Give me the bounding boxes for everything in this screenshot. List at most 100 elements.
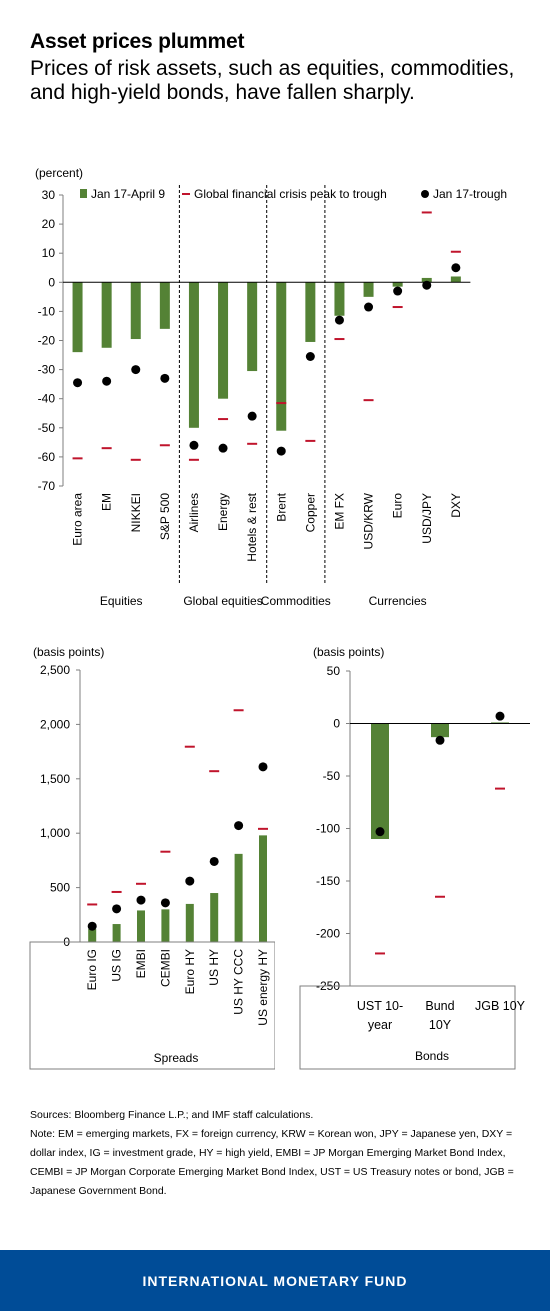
footer-label: INTERNATIONAL MONETARY FUND <box>142 1272 408 1289</box>
y-tick-label: 0 <box>333 717 340 731</box>
x-tick-label: S&P 500 <box>158 493 172 540</box>
x-tick-label: Bund <box>425 999 454 1013</box>
y-tick-label: 20 <box>42 217 56 231</box>
notes: Sources: Bloomberg Finance L.P.; and IMF… <box>30 1106 525 1201</box>
bar <box>491 722 509 724</box>
x-tick-label: Airlines <box>187 493 201 532</box>
bar <box>305 282 316 342</box>
bar <box>130 282 141 340</box>
trough-point <box>160 898 170 908</box>
trough-point <box>276 446 286 456</box>
trough-point <box>375 827 385 837</box>
legend-item: Global financial crisis peak to trough <box>194 187 387 201</box>
sources-text: Sources: Bloomberg Finance L.P.; and IMF… <box>30 1109 314 1121</box>
x-tick-label: CEMBI <box>158 949 172 987</box>
bar <box>210 893 219 942</box>
y-tick-label: -40 <box>38 392 56 406</box>
x-tick-label: JGB 10Y <box>475 999 526 1013</box>
x-tick-label: US HY CCC <box>232 949 246 1015</box>
y-axis-label: (percent) <box>35 166 83 180</box>
x-tick-label: Brent <box>274 492 288 521</box>
trough-point <box>334 315 344 325</box>
trough-point <box>234 821 244 831</box>
y-tick-label: -30 <box>38 363 56 377</box>
legend-swatch-bar <box>80 189 87 198</box>
y-axis-label: (basis points) <box>33 645 104 659</box>
x-tick-label: US IG <box>110 949 124 982</box>
bar <box>88 928 97 942</box>
y-tick-label: -20 <box>38 334 56 348</box>
x-tick-label: EM <box>100 493 114 511</box>
trough-point <box>131 365 141 375</box>
x-tick-label: USD/JPY <box>420 493 434 544</box>
y-tick-label: 2,000 <box>40 717 70 731</box>
y-tick-label: 2,500 <box>40 663 70 677</box>
bar <box>159 282 170 329</box>
x-tick-label: Hotels & rest <box>245 492 259 561</box>
trough-point <box>393 286 403 296</box>
trough-point <box>136 895 146 905</box>
x-tick-label: year <box>368 1018 392 1032</box>
y-tick-label: 500 <box>50 881 70 895</box>
x-tick-label: US HY <box>207 949 221 986</box>
trough-point <box>209 856 219 866</box>
group-label: Commodities <box>261 594 331 608</box>
x-axis-label: Spreads <box>154 1051 199 1065</box>
footer-bar: INTERNATIONAL MONETARY FUND <box>0 1250 550 1311</box>
bar <box>188 282 199 428</box>
legend-swatch-dot <box>421 190 429 198</box>
chart-subtitle: Prices of risk assets, such as equities,… <box>30 57 515 104</box>
bar <box>247 282 258 372</box>
x-tick-label: EMBI <box>134 949 148 978</box>
x-tick-label: EM FX <box>332 493 346 530</box>
trough-point <box>422 280 432 290</box>
trough-point <box>160 373 170 383</box>
y-tick-label: -200 <box>316 927 340 941</box>
trough-point <box>258 762 268 772</box>
bar <box>218 282 229 399</box>
trough-point <box>102 376 112 386</box>
asset-prices-chart: (percent) Jan 17-April 9 Global financial … <box>35 166 507 608</box>
trough-point <box>364 302 374 312</box>
x-axis-label: Bonds <box>415 1049 449 1063</box>
y-tick-label: 30 <box>42 188 56 202</box>
y-tick-label: 1,500 <box>40 772 70 786</box>
y-tick-label: -50 <box>38 421 56 435</box>
group-label: Global equities <box>183 594 262 608</box>
trough-point <box>247 411 257 421</box>
category-frame <box>299 985 516 1070</box>
trough-point <box>435 735 445 745</box>
trough-point <box>73 378 83 388</box>
y-tick-label: -50 <box>323 769 341 783</box>
x-tick-label: US energy HY <box>256 949 270 1026</box>
legend-item: Jan 17-trough <box>433 187 507 201</box>
x-tick-label: Euro IG <box>85 949 99 990</box>
y-axis-label: (basis points) <box>313 645 384 659</box>
chart-title: Asset prices plummet <box>30 30 245 53</box>
category-frame <box>29 941 275 1070</box>
bar <box>450 276 461 283</box>
y-tick-label: 50 <box>327 664 341 678</box>
trough-point <box>495 711 505 721</box>
y-tick-label: 1,000 <box>40 826 70 840</box>
x-tick-label: Euro area <box>71 493 85 546</box>
trough-point <box>305 352 315 362</box>
bar <box>259 835 267 942</box>
x-tick-label: 10Y <box>429 1018 452 1032</box>
x-tick-label: USD/KRW <box>362 492 376 549</box>
bar <box>363 282 374 297</box>
x-tick-label: NIKKEI <box>129 493 143 532</box>
y-tick-label: -60 <box>38 450 56 464</box>
trough-point <box>87 921 97 931</box>
y-tick-label: 10 <box>42 246 56 260</box>
trough-point <box>189 440 199 450</box>
bar <box>431 723 449 738</box>
trough-point <box>218 443 228 453</box>
x-tick-label: Euro <box>391 493 405 519</box>
note-text: Note: EM = emerging markets, FX = foreig… <box>30 1128 514 1197</box>
y-tick-label: -10 <box>38 304 56 318</box>
trough-point <box>112 904 122 914</box>
y-tick-label: -100 <box>316 822 340 836</box>
y-tick-label: 0 <box>48 275 55 289</box>
trough-point <box>451 263 461 273</box>
